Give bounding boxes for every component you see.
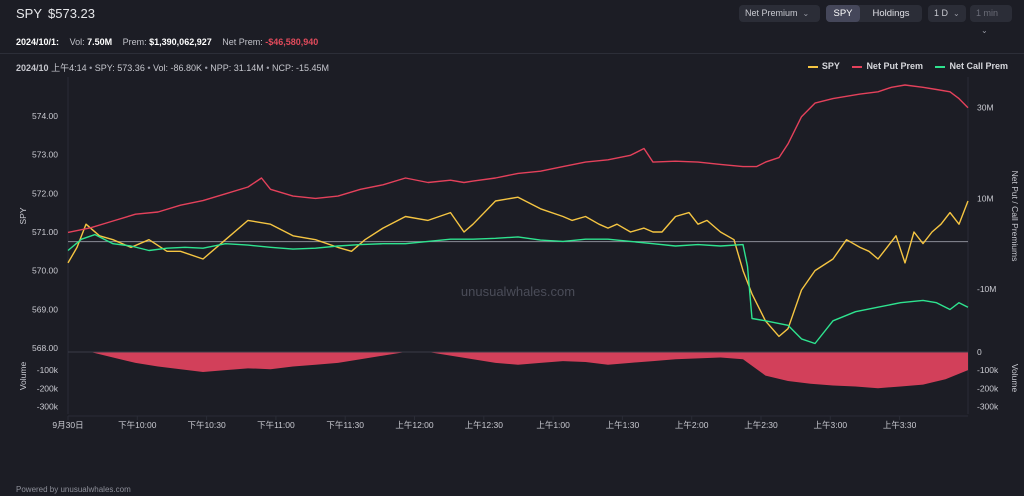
net-prem-label: Net Prem: bbox=[222, 37, 263, 47]
y-tick-label: 573.00 bbox=[32, 150, 58, 160]
legend-swatch bbox=[807, 65, 818, 68]
x-tick-label: 下午10:00 bbox=[118, 420, 157, 430]
crosshair-time: 上午4:14 bbox=[51, 63, 87, 73]
crosshair-readout: 2024/10 上午4:14 • SPY: 573.36 • Vol: -86.… bbox=[16, 63, 329, 73]
crosshair-spy: SPY: 573.36 bbox=[94, 63, 145, 73]
volume-tick-label: 0 bbox=[977, 347, 982, 357]
volume-tick-label: -100k bbox=[977, 365, 999, 375]
vol-label: Vol: bbox=[69, 37, 85, 47]
chart-legend: SPY Net Put Prem Net Call Prem bbox=[798, 61, 1008, 71]
legend-item-net-put[interactable]: Net Put Prem bbox=[852, 61, 923, 71]
legend-swatch bbox=[935, 65, 946, 68]
legend-item-spy[interactable]: SPY bbox=[807, 61, 840, 71]
crosshair-ncp: NCP: -15.45M bbox=[271, 63, 329, 73]
summary-stats: 2024/10/1: Vol: 7.50M Prem: $1,390,062,9… bbox=[16, 37, 318, 47]
x-tick-label: 9月30日 bbox=[52, 420, 83, 430]
x-tick-label: 下午10:30 bbox=[187, 420, 226, 430]
vol-value: 7.50M bbox=[87, 37, 113, 47]
volume-tick-label: -200k bbox=[977, 383, 999, 393]
watermark: unusualwhales.com bbox=[461, 284, 575, 299]
x-tick-label: 上午3:30 bbox=[883, 420, 917, 430]
y2-axis-label: Net Put / Call Premiums bbox=[1010, 171, 1020, 262]
x-tick-label: 上午12:00 bbox=[395, 420, 434, 430]
net-put-prem-line bbox=[67, 84, 969, 234]
interval-dropdown[interactable]: 1 min ⌄ bbox=[970, 5, 1012, 35]
chevron-down-icon: ⌄ bbox=[953, 9, 960, 18]
volume-tick-label: -200k bbox=[37, 383, 59, 393]
y2-tick-label: 30M bbox=[977, 103, 994, 113]
ticker-heading: SPY $573.23 bbox=[16, 6, 95, 21]
y-tick-label: 568.00 bbox=[32, 343, 58, 353]
x-tick-label: 上午2:00 bbox=[675, 420, 709, 430]
legend-item-net-call[interactable]: Net Call Prem bbox=[935, 61, 1008, 71]
x-tick-label: 上午3:00 bbox=[814, 420, 848, 430]
crosshair-vol: Vol: -86.80K bbox=[153, 63, 203, 73]
y2-tick-label: -10M bbox=[977, 284, 996, 294]
footer-credit: Powered by unusualwhales.com bbox=[16, 485, 131, 494]
x-tick-label: 上午1:30 bbox=[606, 420, 640, 430]
prem-label: Prem: bbox=[122, 37, 147, 47]
volume-tick-label: -300k bbox=[37, 401, 59, 411]
y-tick-label: 571.00 bbox=[32, 227, 58, 237]
x-tick-label: 上午2:30 bbox=[744, 420, 778, 430]
x-tick-label: 上午12:30 bbox=[465, 420, 504, 430]
y-tick-label: 572.00 bbox=[32, 188, 58, 198]
y-axis-label: SPY bbox=[18, 207, 28, 224]
volume-axis-label-right: Volume bbox=[1010, 364, 1020, 393]
volume-axis-label: Volume bbox=[18, 362, 28, 391]
legend-swatch bbox=[852, 65, 863, 68]
stats-date: 2024/10/1: bbox=[16, 37, 60, 47]
y-tick-label: 569.00 bbox=[32, 304, 58, 314]
y2-tick-label: 10M bbox=[977, 193, 994, 203]
ticker-price: $573.23 bbox=[48, 6, 96, 21]
crosshair-date: 2024/10 bbox=[16, 63, 49, 73]
volume-area bbox=[68, 352, 968, 389]
ticker-symbol: SPY bbox=[16, 6, 43, 21]
crosshair-npp: NPP: 31.14M bbox=[210, 63, 264, 73]
spy-line bbox=[67, 196, 969, 338]
interval-dropdown-label: 1 min bbox=[976, 8, 999, 18]
x-tick-label: 下午11:30 bbox=[326, 420, 364, 430]
x-tick-label: 下午11:00 bbox=[257, 420, 295, 430]
toggle-holdings[interactable]: Holdings bbox=[872, 8, 910, 19]
chevron-down-icon: ⌄ bbox=[981, 26, 988, 35]
view-toggle: SPY Holdings bbox=[826, 5, 922, 22]
y-tick-label: 574.00 bbox=[32, 111, 58, 121]
y-tick-label: 570.00 bbox=[32, 266, 58, 276]
prem-value: $1,390,062,927 bbox=[149, 37, 212, 47]
premium-dropdown-label: Net Premium bbox=[745, 8, 798, 18]
top-bar: SPY $573.23 Net Premium ⌄ SPY Holdings 1 D… bbox=[0, 0, 1024, 35]
premium-dropdown[interactable]: Net Premium ⌄ bbox=[739, 5, 820, 22]
volume-tick-label: -100k bbox=[37, 365, 59, 375]
x-tick-label: 上午1:00 bbox=[536, 420, 570, 430]
range-dropdown[interactable]: 1 D ⌄ bbox=[928, 5, 966, 22]
net-prem-value: -$46,580,940 bbox=[265, 37, 319, 47]
chevron-down-icon: ⌄ bbox=[802, 9, 810, 18]
range-dropdown-label: 1 D bbox=[934, 8, 949, 18]
divider bbox=[0, 53, 1024, 54]
volume-tick-label: -300k bbox=[977, 401, 999, 411]
net-call-prem-line bbox=[67, 233, 969, 345]
toggle-spy[interactable]: SPY bbox=[826, 5, 860, 22]
